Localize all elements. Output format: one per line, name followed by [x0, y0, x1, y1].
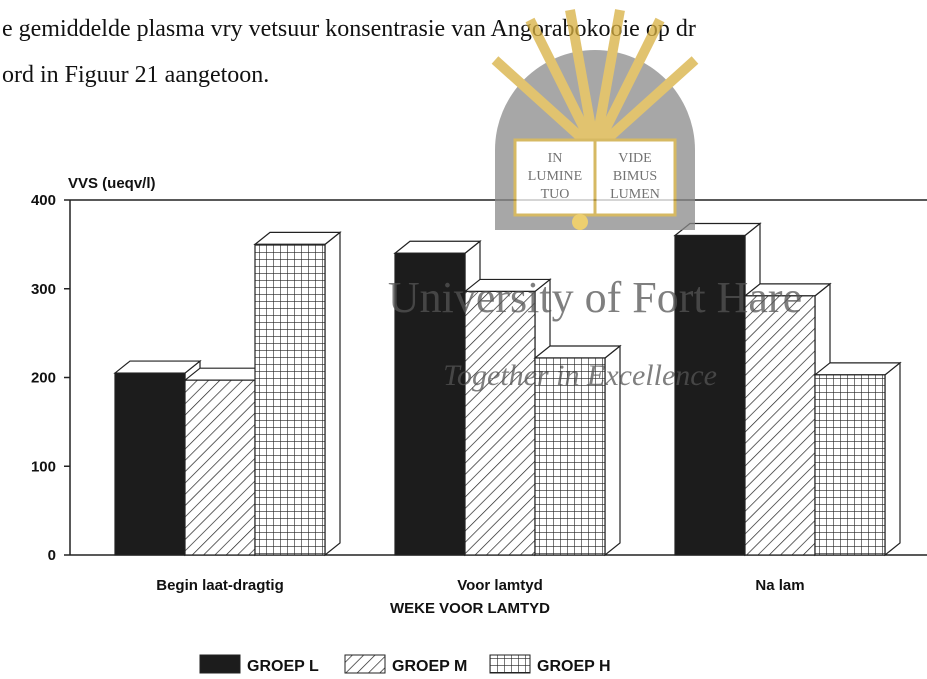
- bar: [254, 243, 326, 556]
- watermark: IN LUMINE TUO VIDE BIMUS LUMEN: [491, 9, 699, 230]
- logo-dot: [572, 214, 588, 230]
- bar-top: [253, 231, 342, 245]
- body-text: ord in Figuur 21 aangetoon.: [2, 62, 269, 88]
- y-tick-label: 100: [31, 458, 56, 475]
- logo-text: TUO: [541, 187, 570, 202]
- logo-text: BIMUS: [613, 169, 657, 184]
- x-tick-label: Begin laat-dragtig: [156, 577, 284, 594]
- x-axis-label: WEKE VOOR LAMTYD: [390, 600, 550, 617]
- y-axis-label: VVS (ueqv/l): [68, 175, 156, 192]
- bar: [464, 290, 536, 556]
- bar-top: [393, 240, 482, 254]
- legend-swatch: [199, 654, 241, 674]
- watermark-motto: Together in Excellence: [443, 359, 717, 392]
- legend-swatch: [344, 654, 386, 674]
- x-tick-label: Na lam: [755, 577, 804, 594]
- bar: [814, 374, 886, 556]
- bar: [744, 295, 816, 556]
- logo-text: VIDE: [618, 151, 651, 166]
- bar: [394, 252, 466, 556]
- bar: [114, 372, 186, 556]
- y-tick-label: 0: [48, 547, 56, 564]
- x-tick-label: Voor lamtyd: [457, 577, 543, 594]
- bar: [184, 379, 256, 556]
- legend-label: GROEP L: [247, 658, 319, 675]
- bar-side: [884, 361, 901, 557]
- legend-swatch: [489, 654, 531, 674]
- y-tick-label: 300: [31, 281, 56, 298]
- body-text: e gemiddelde plasma vry vetsuur konsentr…: [2, 16, 696, 42]
- y-tick-label: 200: [31, 370, 56, 387]
- logo-text: LUMINE: [528, 169, 582, 184]
- bar-top: [113, 360, 202, 374]
- legend-label: GROEP M: [392, 658, 467, 675]
- logo-text: LUMEN: [610, 187, 660, 202]
- bar-top: [533, 345, 622, 359]
- y-tick-label: 400: [31, 192, 56, 209]
- watermark-title: University of Fort Hare: [388, 273, 802, 322]
- logo-text: IN: [548, 151, 563, 166]
- bar: [534, 357, 606, 556]
- bar: [674, 234, 746, 556]
- bar-top: [813, 362, 902, 376]
- bar-side: [324, 231, 341, 557]
- logo-rays: [491, 9, 699, 154]
- legend-label: GROEP H: [537, 658, 611, 675]
